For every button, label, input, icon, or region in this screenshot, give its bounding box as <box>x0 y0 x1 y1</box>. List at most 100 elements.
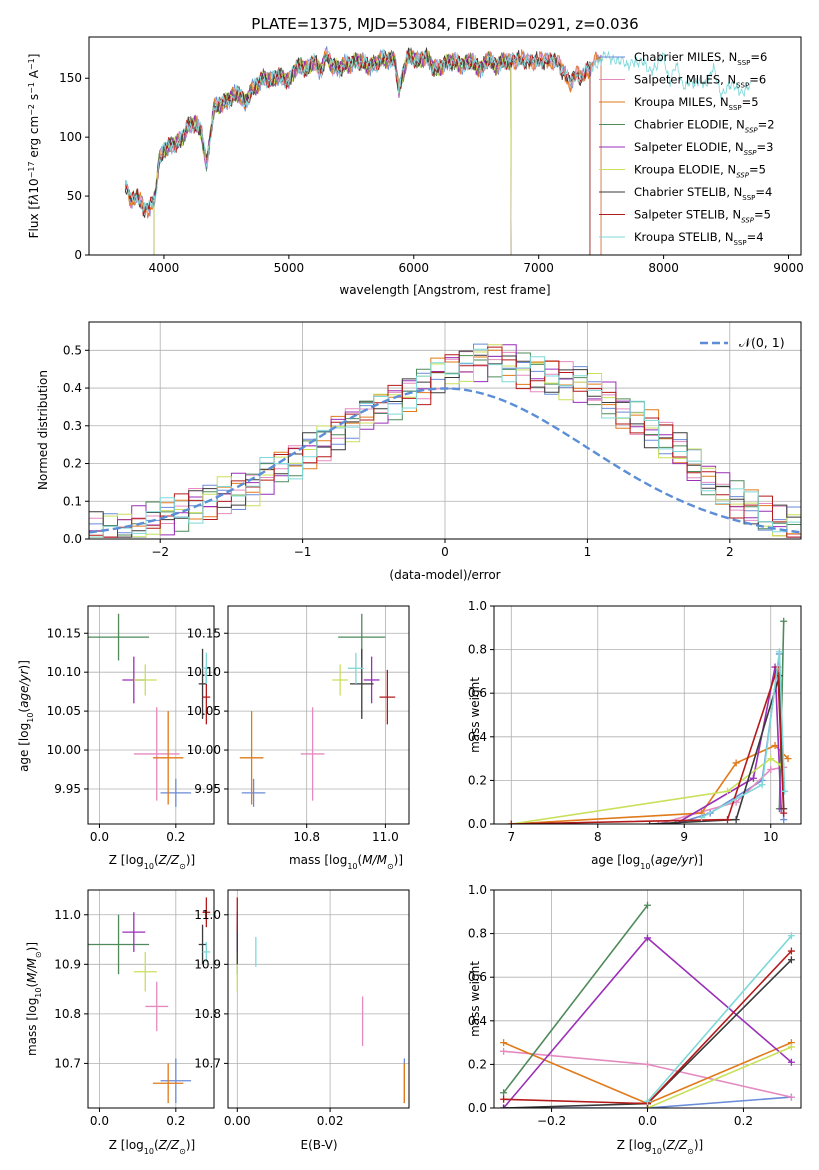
mass-weight-vs-age-point-marker <box>732 759 740 767</box>
mass-weight-vs-age-point-marker <box>672 820 680 824</box>
residuals-x-tick-label: 1 <box>584 545 592 559</box>
age-vs-mass-y-tick-label: 10.15 <box>187 626 221 640</box>
residuals-y-tick-label: 0.4 <box>63 381 82 395</box>
mass-vs-EBV-points <box>236 897 406 1104</box>
mass-weight-vs-Z-x-tick-label: 0.2 <box>734 1114 753 1128</box>
age-vs-Z-x-tick-label: 0.0 <box>90 830 109 844</box>
age-vs-mass-y-tick-label: 10.05 <box>187 704 221 718</box>
mass-weight-vs-Z-y-tick-label: 0.8 <box>468 927 487 941</box>
mass-weight-vs-Z-series-line <box>502 904 649 1094</box>
mass-vs-EBV-y-tick-label: 11.0 <box>194 908 221 922</box>
residuals-ylabel: Normed distribution <box>36 370 50 490</box>
age-vs-Z-xlabel: Z [log10(Z/Z⊙)] <box>109 853 195 871</box>
mass-weight-vs-age-series-line <box>675 666 782 824</box>
mass-weight-vs-age-point-marker <box>784 755 792 763</box>
mass-weight-vs-age-series-line <box>511 666 785 824</box>
mass-weight-vs-Z-lines <box>500 901 795 1108</box>
spectrum-ylabel: Flux [fλ10−17 erg cm−2 s−1 A−1] <box>27 54 42 239</box>
mass-weight-vs-age-point-marker <box>767 755 775 763</box>
spectrum-lines <box>124 46 752 255</box>
mass-weight-vs-age-frame <box>493 605 802 825</box>
mass-vs-EBV-y-tick-label: 10.9 <box>194 957 221 971</box>
mass-weight-vs-Z-y-tick-label: 0.0 <box>468 1101 487 1115</box>
spectrum-legend-label: Salpeter MILES, NSSP=6 <box>634 73 766 90</box>
mass-weight-vs-age-point-marker <box>780 617 788 625</box>
residuals-y-tick-label: 0.2 <box>63 457 82 471</box>
spectrum-series-line <box>124 48 752 212</box>
residuals-xlabel: (data-model)/error <box>389 568 500 582</box>
mass-weight-vs-Z-series-line <box>503 1096 792 1108</box>
spectrum-legend-label: Kroupa ELODIE, NSSP=5 <box>634 163 766 180</box>
mass-weight-vs-Z-point-marker <box>500 1089 508 1097</box>
mass-vs-EBV-frame <box>227 889 410 1109</box>
mass-weight-vs-age-point-marker <box>723 787 731 795</box>
residuals-x-tick-label: −1 <box>294 545 312 559</box>
spectrum-series-line <box>124 47 602 255</box>
spectrum-y-tick-label: 100 <box>59 130 82 144</box>
mass-vs-EBV-y-tick-label: 10.8 <box>194 1007 221 1021</box>
residual-histogram-step <box>89 348 801 539</box>
mass-vs-EBV-y-tick-label: 10.7 <box>194 1056 221 1070</box>
mass-vs-Z-y-tick-label: 10.7 <box>54 1056 81 1070</box>
spectrum-legend-label: Salpeter ELODIE, NSSP=3 <box>634 140 773 157</box>
spectrum-legend-label: Kroupa MILES, NSSP=5 <box>634 95 759 112</box>
mass-weight-vs-Z-point-marker <box>644 934 651 942</box>
mass-weight-vs-age-xlabel: age [log10(age/yr)] <box>591 853 703 871</box>
mass-weight-vs-Z-series-line <box>646 935 793 1103</box>
spectrum-x-tick-label: 5000 <box>274 261 305 275</box>
residual-histograms <box>89 343 801 539</box>
mass-vs-EBV-xlabel: E(B-V) <box>300 1138 337 1152</box>
mass-vs-Z-x-tick-label: 0.0 <box>90 1114 109 1128</box>
mass-weight-vs-Z-point-marker <box>787 956 795 964</box>
spectrum-x-tick-label: 4000 <box>149 261 180 275</box>
mass-weight-vs-age-lines <box>507 617 792 824</box>
mass-weight-vs-age-point-marker <box>698 813 706 821</box>
mass-weight-vs-Z-point-marker <box>787 932 795 940</box>
age-vs-mass-frame <box>227 605 410 825</box>
age-vs-Z-y-tick-label: 10.05 <box>47 704 81 718</box>
spectrum-title: PLATE=1375, MJD=53084, FIBERID=0291, z=0… <box>251 15 638 33</box>
age-vs-mass-y-tick-label: 9.95 <box>194 782 221 796</box>
mass-weight-vs-age-series-line <box>511 757 782 824</box>
age-vs-Z-y-tick-label: 9.95 <box>54 782 81 796</box>
mass-weight-vs-age-y-tick-label: 0.0 <box>468 817 487 831</box>
mass-weight-vs-age-point-marker <box>780 809 788 817</box>
mass-weight-vs-age-ylabel: mass weight <box>468 677 482 753</box>
normal-distribution-curve <box>89 387 801 534</box>
mass-weight-vs-age-y-tick-label: 0.6 <box>468 686 487 700</box>
mass-vs-Z-y-tick-label: 10.9 <box>54 957 81 971</box>
mass-vs-Z-ylabel: mass [log10(M/M⊙)] <box>25 942 43 1056</box>
mass-weight-vs-age-point-marker <box>723 816 731 824</box>
spectrum-x-tick-label: 6000 <box>398 261 429 275</box>
mass-weight-vs-age-point-marker <box>781 787 789 795</box>
mass-weight-vs-Z-point-marker <box>644 901 651 909</box>
residuals-x-tick-label: 2 <box>726 545 734 559</box>
spectrum-legend-label: Salpeter STELIB, NSSP=5 <box>634 208 771 225</box>
mass-vs-EBV-x-tick-label: 0.02 <box>317 1114 344 1128</box>
mass-vs-Z-x-tick-label: 0.2 <box>166 1114 185 1128</box>
mass-weight-vs-Z-point-marker <box>500 1039 508 1047</box>
mass-vs-Z-points <box>88 897 211 1104</box>
mass-weight-vs-Z-point-marker <box>787 1043 795 1051</box>
mass-weight-vs-age-y-tick-label: 0.4 <box>468 730 487 744</box>
age-vs-mass-y-tick-label: 10.00 <box>187 743 221 757</box>
mass-weight-vs-Z-ylabel: mass weight <box>468 961 482 1037</box>
spectrum-x-tick-label: 7000 <box>523 261 554 275</box>
age-vs-mass-y-tick-label: 10.10 <box>187 665 221 679</box>
age-vs-mass-x-tick-label: 10.8 <box>293 830 320 844</box>
spectrum-legend-label: Kroupa STELIB, NSSP=4 <box>634 230 764 247</box>
mass-vs-Z-frame <box>87 889 215 1109</box>
mass-weight-vs-Z-point-marker <box>787 1093 795 1101</box>
residuals-x-tick-label: 0 <box>441 545 449 559</box>
spectrum-y-tick-label: 150 <box>59 71 82 85</box>
residuals-y-tick-label: 0.3 <box>63 419 82 433</box>
age-vs-mass-points <box>239 613 396 807</box>
residuals-legend-label: 𝒩(0, 1) <box>739 335 785 350</box>
age-vs-Z-x-tick-label: 0.2 <box>166 830 185 844</box>
mass-vs-Z-y-tick-label: 11.0 <box>54 908 81 922</box>
mass-weight-vs-Z-series-line <box>647 1046 792 1108</box>
age-vs-Z-frame <box>87 605 215 825</box>
residuals-y-tick-label: 0.5 <box>63 343 82 357</box>
mass-weight-vs-age-point-marker <box>767 766 775 773</box>
mass-weight-vs-age-point-marker <box>507 820 515 824</box>
